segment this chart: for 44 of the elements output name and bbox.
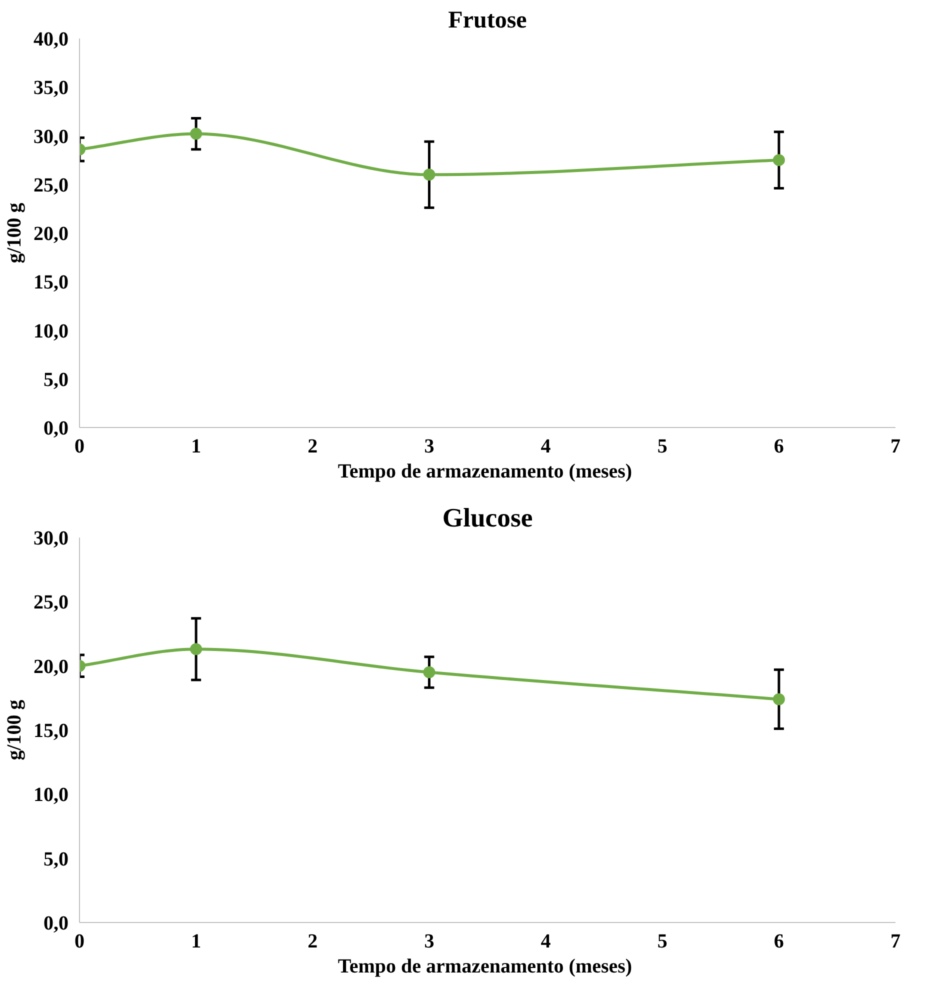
y-tick-label: 20,0 xyxy=(34,656,68,678)
x-axis-title: Tempo de armazenamento (meses) xyxy=(338,460,632,482)
x-tick-label: 1 xyxy=(191,436,202,458)
point xyxy=(190,128,202,140)
y-tick-label: 0,0 xyxy=(44,418,68,440)
x-tick-label: 7 xyxy=(890,436,900,458)
point xyxy=(423,666,436,678)
x-tick-label: 2 xyxy=(308,436,318,458)
x-tick-label: 0 xyxy=(74,436,84,458)
x-tick-label: 3 xyxy=(424,436,434,458)
y-tick-label: 35,0 xyxy=(34,77,68,100)
point xyxy=(190,643,202,656)
x-tick-label: 5 xyxy=(657,436,668,458)
point xyxy=(772,154,785,166)
y-tick-label: 10,0 xyxy=(34,784,68,806)
y-tick-label: 30,0 xyxy=(34,126,68,148)
x-tick-label: 0 xyxy=(74,930,84,952)
x-tick-label: 3 xyxy=(424,930,434,952)
y-tick-label: 20,0 xyxy=(34,223,68,245)
x-tick-label: 1 xyxy=(191,930,202,952)
y-tick-label: 15,0 xyxy=(34,272,68,294)
x-tick-label: 4 xyxy=(540,930,551,952)
y-tick-label: 10,0 xyxy=(34,320,68,342)
chart-title: Frutose xyxy=(448,8,528,34)
y-tick-label: 40,0 xyxy=(34,28,68,50)
y-tick-label: 5,0 xyxy=(44,848,68,870)
x-tick-label: 6 xyxy=(774,436,784,458)
y-tick-label: 25,0 xyxy=(34,592,68,614)
x-tick-label: 6 xyxy=(774,930,784,952)
x-tick-label: 5 xyxy=(657,930,668,952)
y-tick-label: 15,0 xyxy=(34,720,68,742)
y-tick-label: 5,0 xyxy=(44,368,68,391)
x-tick-label: 4 xyxy=(540,436,551,458)
y-axis-title: g/100 g xyxy=(4,202,26,264)
x-axis-title: Tempo de armazenamento (meses) xyxy=(338,956,632,978)
y-axis-title: g/100 g xyxy=(4,700,26,760)
chart-title: Glucose xyxy=(442,502,533,532)
x-tick-label: 7 xyxy=(890,930,900,952)
point xyxy=(772,693,785,706)
point xyxy=(423,168,436,181)
y-tick-label: 25,0 xyxy=(34,174,68,196)
x-tick-label: 2 xyxy=(308,930,318,952)
y-tick-label: 30,0 xyxy=(34,528,68,550)
y-tick-label: 0,0 xyxy=(44,912,68,934)
